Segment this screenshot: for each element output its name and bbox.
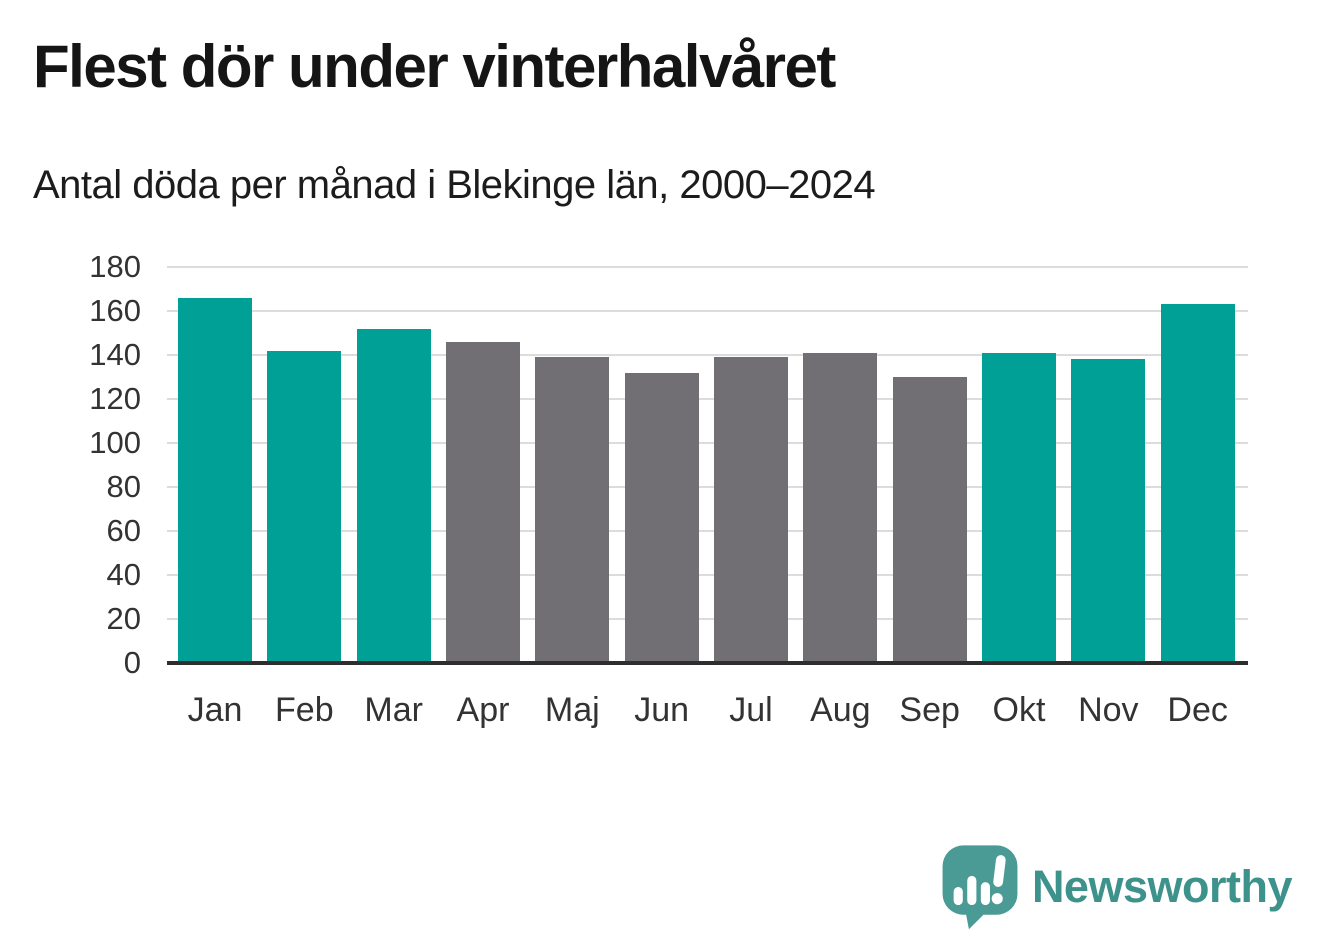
- x-axis-labels: Jan Feb Mar Apr Maj Jun Jul Aug Sep Okt Nov Dec: [167, 690, 1248, 736]
- y-tick-label: 100: [89, 425, 141, 460]
- x-tick-label: Dec: [1167, 691, 1228, 729]
- bar-jan: [178, 297, 252, 663]
- bar-jul: [713, 357, 788, 663]
- x-tick-label: Apr: [456, 691, 510, 729]
- y-tick-label: 160: [89, 293, 141, 328]
- y-tick-label: 60: [106, 513, 141, 548]
- y-axis-labels: 0 20 40 60 80 100 120 140 160 180: [40, 250, 141, 680]
- y-tick-label: 120: [89, 381, 141, 416]
- gridline: [167, 618, 1248, 620]
- x-tick-label: Jul: [729, 691, 773, 729]
- gridline: [167, 266, 1248, 268]
- x-tick-label: Aug: [810, 691, 871, 729]
- x-tick-label: Feb: [275, 691, 334, 729]
- bar-dec: [1160, 304, 1235, 663]
- gridline: [167, 574, 1248, 576]
- bar-aug: [803, 352, 878, 663]
- x-tick-label: Mar: [364, 691, 423, 729]
- bar-nov: [1071, 359, 1146, 663]
- plot-area: [167, 266, 1248, 665]
- x-tick-label: Nov: [1078, 691, 1139, 729]
- y-tick-label: 0: [123, 645, 141, 680]
- bar-feb: [267, 350, 342, 663]
- y-tick-label: 180: [89, 249, 141, 284]
- x-tick-label: Sep: [899, 691, 960, 729]
- newsworthy-logo: Newsworthy: [941, 844, 1293, 930]
- gridline: [167, 310, 1248, 312]
- gridline: [167, 398, 1248, 400]
- y-tick-label: 80: [106, 469, 141, 504]
- bar-jun: [624, 372, 699, 663]
- bar-mar: [356, 328, 431, 663]
- x-tick-label: Jun: [634, 691, 690, 729]
- gridline: [167, 442, 1248, 444]
- x-axis-line: [167, 661, 1248, 665]
- y-tick-label: 140: [89, 337, 141, 372]
- bar-okt: [981, 352, 1056, 663]
- gridline: [167, 486, 1248, 488]
- x-tick-label: Okt: [992, 691, 1046, 729]
- bar-apr: [445, 341, 520, 663]
- gridline: [167, 354, 1248, 356]
- newsworthy-speech-bubble-bar-chart-icon: [942, 845, 1018, 930]
- y-tick-label: 40: [106, 557, 141, 592]
- brand-name: Newsworthy: [1031, 861, 1293, 912]
- chart-title: Flest dör under vinterhalvåret: [33, 33, 836, 100]
- gridline: [167, 530, 1248, 532]
- bar-sep: [892, 377, 967, 663]
- chart-subtitle: Antal döda per månad i Blekinge län, 200…: [33, 163, 876, 207]
- bar-maj: [535, 357, 610, 663]
- y-tick-label: 20: [106, 601, 141, 636]
- x-tick-label: Maj: [544, 691, 600, 729]
- x-tick-label: Jan: [187, 691, 243, 729]
